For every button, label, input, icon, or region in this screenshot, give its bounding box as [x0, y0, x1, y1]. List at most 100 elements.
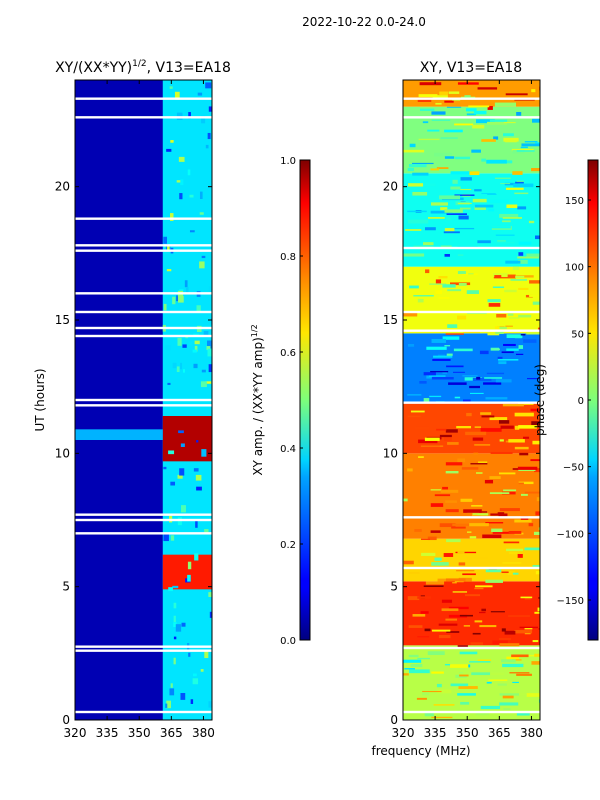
left-heatmap-texture	[203, 331, 209, 338]
left-heatmap-texture	[167, 382, 171, 385]
left-heatmap-texture	[163, 349, 168, 357]
right-heatmap-texture	[444, 209, 463, 213]
right-heatmap-texture	[502, 403, 524, 407]
right-heatmap-texture	[480, 428, 502, 432]
right-heatmap-texture	[524, 547, 540, 551]
right-heatmap-texture	[532, 440, 540, 445]
right-heatmap-texture	[417, 636, 430, 638]
left-x-tick-label: 350	[128, 726, 151, 740]
right-heatmap-gap	[403, 329, 540, 332]
left-heatmap-gap	[75, 310, 212, 314]
right-heatmap-gap	[403, 97, 540, 100]
right-heatmap-texture	[508, 615, 530, 618]
right-heatmap-texture	[514, 192, 529, 195]
right-heatmap-texture	[471, 672, 491, 676]
right-heatmap-texture	[512, 659, 522, 661]
right-heatmap-texture	[412, 614, 426, 617]
right-heatmap-texture	[460, 701, 470, 705]
right-heatmap-texture	[462, 399, 471, 402]
right-heatmap-texture	[453, 348, 473, 352]
right-heatmap-texture	[497, 683, 507, 686]
right-heatmap-texture	[422, 692, 430, 696]
right-heatmap-texture	[472, 377, 492, 382]
left-heatmap-texture	[174, 91, 180, 100]
right-heatmap-texture	[526, 253, 540, 257]
left-heatmap-texture	[170, 140, 174, 143]
right-heatmap-texture	[503, 489, 517, 492]
right-heatmap-texture	[487, 193, 497, 195]
left-x-tick-label: 335	[96, 726, 119, 740]
right-heatmap-texture	[448, 606, 469, 610]
left-heatmap-texture	[207, 348, 212, 357]
right-heatmap-texture	[489, 672, 505, 675]
right-colorbar-tick-label: −150	[557, 596, 584, 607]
left-heatmap-texture	[168, 450, 175, 455]
right-colorbar-tick-label: 100	[565, 263, 584, 274]
left-colorbar: 0.0 0.2 0.4 0.6 0.8 1.0 XY amp. / (XX*YY amp)…	[250, 156, 311, 647]
right-heatmap-texture	[459, 651, 478, 655]
right-heatmap-texture	[505, 93, 528, 96]
right-heatmap-texture	[413, 295, 434, 297]
right-heatmap-texture	[440, 245, 452, 248]
right-heatmap-texture	[531, 167, 540, 172]
right-heatmap-texture	[518, 287, 529, 291]
right-heatmap-texture	[408, 625, 423, 628]
left-heatmap-texture	[189, 194, 194, 198]
right-heatmap-texture	[449, 664, 469, 668]
right-heatmap-texture	[514, 519, 532, 523]
right-heatmap-texture	[419, 381, 427, 384]
right-heatmap-texture	[437, 354, 446, 356]
right-heatmap-texture	[450, 186, 461, 190]
right-heatmap-texture	[504, 289, 517, 293]
right-heatmap-texture	[431, 562, 449, 566]
left-colorbar-gradient	[299, 159, 311, 641]
right-heatmap-texture	[502, 663, 524, 668]
right-heatmap-texture	[431, 111, 446, 115]
right-heatmap-texture	[502, 695, 514, 699]
left-heatmap-texture	[163, 303, 167, 311]
left-colorbar-tick-label: 0.4	[280, 444, 296, 455]
right-colorbar-tick-label: −50	[563, 463, 584, 474]
right-heatmap-texture	[497, 356, 503, 359]
right-heatmap-texture	[498, 638, 511, 640]
right-heatmap-texture	[458, 562, 466, 566]
right-heatmap-texture	[505, 140, 517, 143]
left-heatmap-texture	[175, 624, 182, 632]
right-heatmap-texture	[456, 570, 475, 572]
left-heatmap-texture	[201, 449, 207, 457]
right-heatmap-texture	[539, 86, 540, 91]
right-heatmap-texture	[440, 207, 448, 211]
right-heatmap-gap	[403, 116, 540, 119]
right-heatmap-texture	[463, 509, 482, 513]
right-heatmap-texture	[436, 428, 447, 431]
right-heatmap-texture	[491, 348, 500, 351]
right-heatmap-texture	[432, 95, 448, 98]
right-heatmap-texture	[501, 351, 514, 354]
right-heatmap-texture	[457, 202, 472, 205]
right-heatmap-texture	[425, 581, 445, 585]
right-heatmap-texture	[482, 534, 502, 539]
right-heatmap-texture	[420, 445, 440, 447]
right-heatmap-texture	[409, 669, 430, 674]
left-heatmap-texture	[182, 369, 185, 373]
right-heatmap-texture	[480, 705, 501, 710]
right-heatmap-texture	[446, 213, 467, 215]
right-colorbar-tick-label: −100	[557, 529, 584, 540]
right-heatmap-texture	[447, 442, 459, 445]
right-heatmap-texture	[535, 571, 540, 575]
left-heatmap-texture	[196, 440, 199, 443]
right-heatmap-texture	[419, 82, 442, 86]
left-colorbar-label: XY amp. / (XX*YY amp)1/2	[250, 324, 265, 475]
right-heatmap-texture	[457, 550, 465, 554]
right-heatmap-texture	[457, 645, 468, 649]
right-heatmap-texture	[527, 377, 540, 380]
left-colorbar-tick-label: 0.6	[280, 348, 296, 359]
right-heatmap-texture	[405, 229, 422, 231]
right-heatmap-texture	[454, 227, 475, 230]
right-heatmap-texture	[473, 452, 479, 455]
right-heatmap-texture	[454, 156, 471, 160]
left-heatmap-texture	[188, 112, 191, 119]
right-heatmap-texture	[466, 412, 472, 417]
right-heatmap-texture	[481, 193, 496, 195]
right-heatmap-texture	[431, 119, 451, 121]
